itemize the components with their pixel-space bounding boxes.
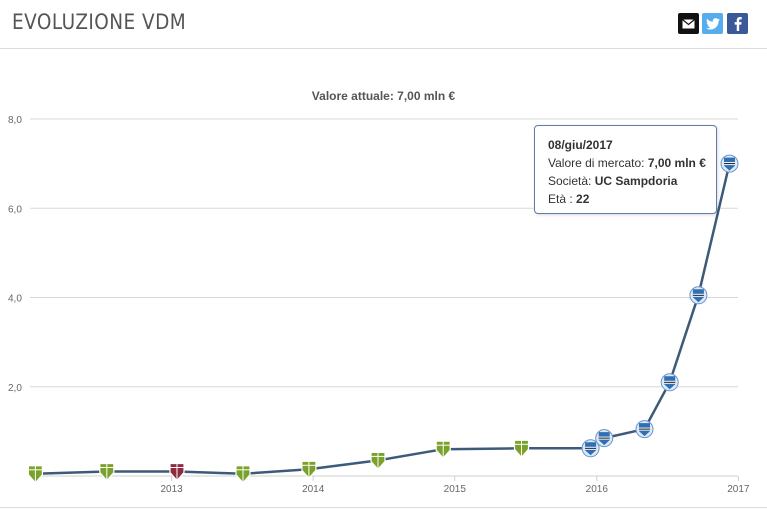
tooltip-club-row: Società: UC Sampdoria bbox=[548, 172, 716, 190]
tooltip-market-row: Valore di mercato: 7,00 mln € bbox=[548, 154, 716, 172]
tooltip-date: 08/giu/2017 bbox=[548, 138, 613, 152]
y-tick-label: 6,0 bbox=[8, 204, 22, 215]
data-point bbox=[635, 420, 654, 439]
twitter-icon bbox=[705, 17, 720, 30]
data-point bbox=[235, 465, 251, 484]
mail-icon bbox=[682, 18, 695, 28]
data-point bbox=[513, 439, 530, 459]
twitter-share-button[interactable] bbox=[702, 13, 723, 34]
chart-tooltip: 08/giu/2017 Valore di mercato: 7,00 mln … bbox=[534, 125, 717, 214]
tooltip-age-label: Età : bbox=[548, 192, 573, 206]
data-point bbox=[435, 440, 451, 460]
data-point bbox=[27, 465, 44, 484]
tooltip-age-row: Età : 22 bbox=[548, 190, 716, 208]
tooltip-age-value: 22 bbox=[576, 192, 590, 206]
tooltip-club-value: UC Sampdoria bbox=[594, 174, 678, 188]
x-tick-label: 2013 bbox=[160, 484, 183, 495]
data-point bbox=[660, 373, 679, 392]
data-point bbox=[99, 462, 115, 482]
tooltip-club-label: Società: bbox=[548, 174, 592, 188]
data-point bbox=[581, 439, 600, 458]
data-point bbox=[169, 462, 185, 482]
facebook-icon bbox=[734, 16, 742, 31]
x-tick-label: 2016 bbox=[586, 484, 609, 495]
data-point bbox=[595, 429, 614, 448]
bottom-divider bbox=[0, 507, 767, 508]
facebook-share-button[interactable] bbox=[727, 13, 748, 34]
x-tick-label: 2017 bbox=[727, 484, 750, 495]
section-header: EVOLUZIONE VDM bbox=[0, 0, 767, 49]
data-point bbox=[689, 286, 708, 305]
data-point bbox=[720, 154, 739, 173]
section-title: EVOLUZIONE VDM bbox=[12, 10, 187, 34]
x-tick-label: 2015 bbox=[444, 484, 467, 495]
y-tick-label: 8,0 bbox=[8, 115, 22, 126]
y-tick-label: 4,0 bbox=[8, 294, 22, 305]
tooltip-market-label: Valore di mercato: bbox=[548, 156, 645, 170]
tooltip-market-value: 7,00 mln € bbox=[647, 156, 706, 170]
data-point bbox=[301, 460, 317, 480]
y-tick-label: 2,0 bbox=[8, 383, 22, 394]
x-tick-label: 2014 bbox=[302, 484, 325, 495]
data-point bbox=[370, 451, 386, 471]
mail-share-button[interactable] bbox=[678, 13, 699, 34]
chart-title: Valore attuale: 7,00 mln € bbox=[311, 89, 456, 103]
